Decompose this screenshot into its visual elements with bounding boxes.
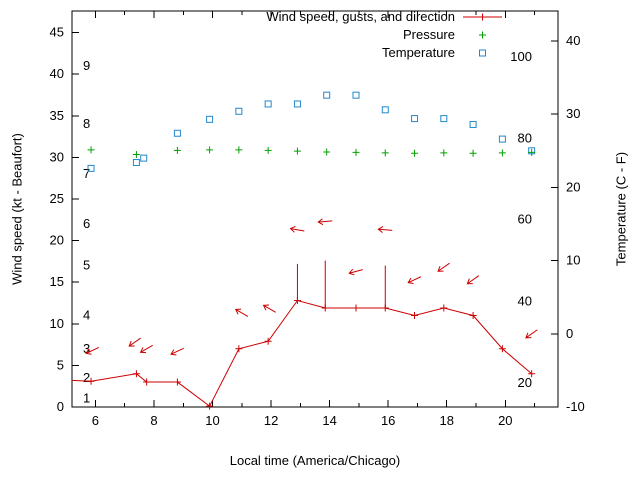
wind-direction-arrow-icon xyxy=(348,268,363,276)
x-tick-label: 20 xyxy=(498,413,512,428)
wind-direction-arrow-icon xyxy=(128,337,141,347)
x-tick-label: 6 xyxy=(92,413,99,428)
legend-label: Pressure xyxy=(403,27,455,42)
fahrenheit-label: 20 xyxy=(518,375,532,390)
x-axis-title: Local time (America/Chicago) xyxy=(229,453,401,468)
wind-direction-arrow-icon xyxy=(170,347,184,356)
beaufort-label: 7 xyxy=(83,166,90,181)
x-tick-label: 12 xyxy=(264,413,278,428)
beaufort-label: 5 xyxy=(83,258,90,273)
wind-speed-series xyxy=(71,297,536,410)
y-axis-title-right: Temperature (C - F) xyxy=(613,151,629,267)
wind-direction-arrow-icon xyxy=(466,275,480,285)
x-tick-label: 14 xyxy=(322,413,336,428)
wind-direction-arrow-icon xyxy=(407,276,422,284)
y-right-tick-label: -10 xyxy=(566,399,585,414)
wind-gust-bars xyxy=(296,260,386,308)
y-left-tick-label: 40 xyxy=(50,66,64,81)
y-left-tick-label: 10 xyxy=(50,316,64,331)
x-tick-label: 10 xyxy=(205,413,219,428)
x-tick-label: 8 xyxy=(150,413,157,428)
y-left-tick-label: 45 xyxy=(50,25,64,40)
beaufort-label: 8 xyxy=(83,116,90,131)
y-right-tick-label: 40 xyxy=(566,33,580,48)
beaufort-scale-labels: 1 2 3 4 5 6 7 8 9 xyxy=(83,58,90,406)
beaufort-label: 2 xyxy=(83,370,90,385)
plot-border xyxy=(71,10,559,408)
fahrenheit-label: 100 xyxy=(510,49,532,64)
fahrenheit-label: 80 xyxy=(518,130,532,145)
legend-marker-temperature xyxy=(479,49,486,57)
legend-label: Temperature xyxy=(382,45,455,60)
beaufort-label: 6 xyxy=(83,216,90,231)
beaufort-label: 4 xyxy=(83,307,90,322)
legend-marker-pressure xyxy=(479,31,486,39)
wind-direction-arrow-icon xyxy=(437,262,450,272)
wind-direction-arrow-icon xyxy=(317,218,333,226)
wind-direction-arrow-icon xyxy=(139,344,153,354)
beaufort-label: 3 xyxy=(83,341,90,356)
legend: Wind speed, gusts, and direction Pressure… xyxy=(266,9,502,60)
y-left-tick-label: 0 xyxy=(57,399,64,414)
fahrenheit-scale-labels: 20 40 60 80 100 xyxy=(510,49,532,390)
legend-marker-wind xyxy=(463,13,502,21)
y-left-tick-label: 30 xyxy=(50,149,64,164)
beaufort-label: 1 xyxy=(83,391,90,406)
y-right-tick-label: 10 xyxy=(566,253,580,268)
x-tick-label: 18 xyxy=(440,413,454,428)
beaufort-label: 9 xyxy=(83,58,90,73)
fahrenheit-label: 40 xyxy=(518,294,532,309)
y-right-tick-label: 0 xyxy=(566,326,573,341)
pressure-series xyxy=(87,146,536,159)
wind-direction-arrow-icon xyxy=(289,225,305,233)
wind-direction-arrows xyxy=(85,218,538,356)
wind-direction-arrow-icon xyxy=(234,308,249,317)
y-axis-title-left: Wind speed (kt - Beaufort) xyxy=(9,133,25,285)
y-left-tick-label: 35 xyxy=(50,108,64,123)
y-left-tick-label: 20 xyxy=(50,233,64,248)
y-left-tick-label: 15 xyxy=(50,274,64,289)
y-right-tick-label: 20 xyxy=(566,179,580,194)
y-left-tick-label: 5 xyxy=(57,357,64,372)
x-tick-label: 16 xyxy=(381,413,395,428)
y-right-tick-label: 30 xyxy=(566,106,580,121)
wind-direction-arrow-icon xyxy=(525,329,538,339)
fahrenheit-label: 60 xyxy=(518,212,532,227)
temperature-series xyxy=(87,91,536,172)
legend-label: Wind speed, gusts, and direction xyxy=(266,9,455,24)
y-left-tick-label: 25 xyxy=(50,191,64,206)
wind-direction-arrow-icon xyxy=(262,304,276,313)
axis-tick-labels: 6 8 10 12 14 16 18 20051015202530354045-1001020… xyxy=(50,25,585,428)
wind-direction-arrow-icon xyxy=(85,347,100,355)
axis-ticks xyxy=(72,11,558,408)
wind-direction-arrow-icon xyxy=(377,226,393,233)
